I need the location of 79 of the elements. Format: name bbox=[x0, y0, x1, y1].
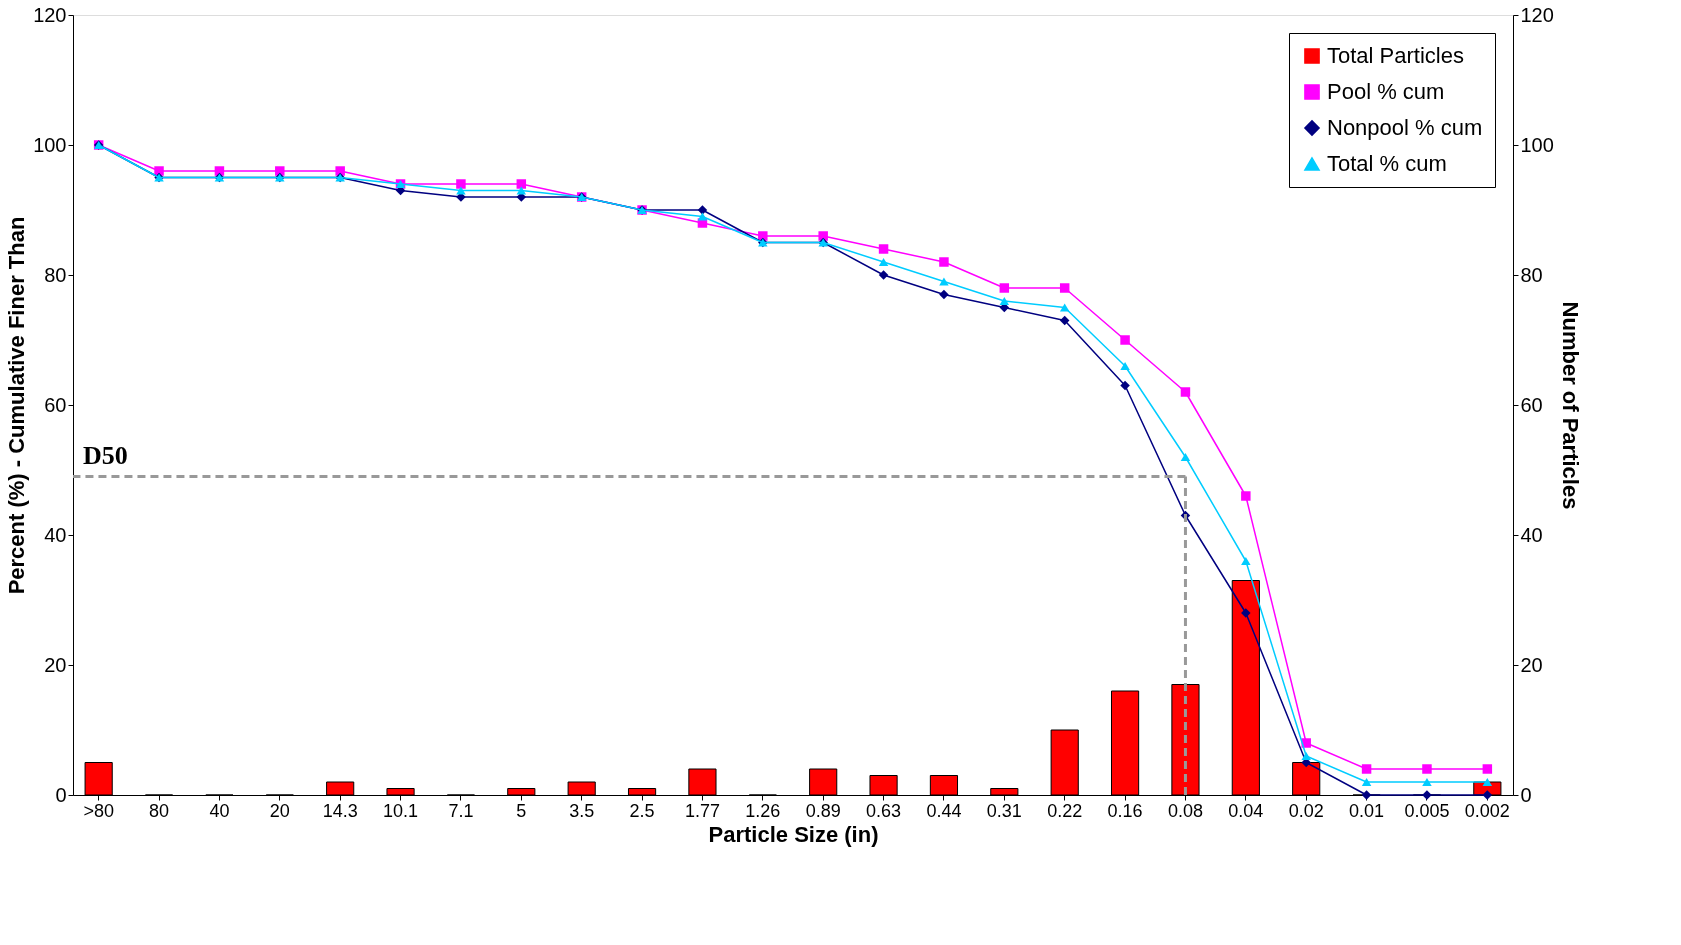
y-tick-label: 40 bbox=[44, 523, 67, 546]
point bbox=[1482, 790, 1493, 800]
x-tick-label: 0.63 bbox=[866, 800, 902, 821]
point bbox=[516, 179, 527, 189]
x-tick-label: 7.1 bbox=[448, 800, 474, 821]
y2-tick-label: 0 bbox=[1520, 783, 1532, 806]
y2-tick-label: 40 bbox=[1520, 523, 1543, 546]
x-tick-label: 1.26 bbox=[745, 800, 781, 821]
point bbox=[1120, 380, 1130, 391]
y2-tick-label: 60 bbox=[1520, 393, 1543, 416]
y-tick-label: 20 bbox=[44, 653, 67, 676]
point bbox=[1482, 777, 1493, 787]
y2-axis-title: Number of Particles bbox=[1557, 301, 1583, 510]
point bbox=[1361, 764, 1372, 774]
x-tick-label: 0.04 bbox=[1228, 800, 1264, 821]
point bbox=[1180, 452, 1191, 462]
x-tick-label: 10.1 bbox=[383, 800, 419, 821]
y-tick-label: 60 bbox=[44, 393, 67, 416]
x-tick-label: 40 bbox=[209, 800, 230, 821]
point bbox=[939, 289, 949, 300]
point bbox=[1059, 283, 1070, 293]
legend-label: Total Particles bbox=[1327, 43, 1464, 68]
x-tick-label: 20 bbox=[269, 800, 290, 821]
x-tick-label: 5 bbox=[516, 800, 527, 821]
point bbox=[1059, 315, 1070, 326]
point bbox=[999, 283, 1010, 293]
y2-tick-label: 20 bbox=[1520, 653, 1543, 676]
point bbox=[1361, 790, 1372, 800]
legend-label: Nonpool % cum bbox=[1327, 115, 1483, 140]
x-tick-label: 0.08 bbox=[1167, 800, 1203, 821]
point bbox=[697, 212, 708, 221]
point bbox=[999, 296, 1010, 306]
point bbox=[878, 244, 889, 254]
ref-line-label: D50 bbox=[83, 440, 128, 470]
x-tick-label: 3.5 bbox=[569, 800, 595, 821]
point bbox=[456, 179, 466, 189]
point bbox=[1241, 556, 1251, 566]
point bbox=[878, 257, 889, 267]
y-tick-label: 120 bbox=[33, 3, 67, 26]
point bbox=[1241, 491, 1251, 501]
x-tick-label: 0.31 bbox=[986, 800, 1022, 821]
y-tick-label: 100 bbox=[33, 133, 67, 156]
point bbox=[1180, 387, 1191, 397]
y2-tick-label: 80 bbox=[1520, 263, 1543, 286]
point bbox=[878, 270, 889, 280]
point bbox=[1422, 777, 1432, 787]
legend-label: Total % cum bbox=[1327, 151, 1447, 176]
point bbox=[939, 277, 949, 286]
y-tick-label: 0 bbox=[55, 783, 67, 806]
x-tick-label: 0.22 bbox=[1047, 800, 1083, 821]
point bbox=[939, 257, 949, 267]
x-tick-label: 0.44 bbox=[926, 800, 962, 821]
point bbox=[1482, 764, 1493, 774]
point bbox=[1120, 361, 1130, 371]
y2-tick-label: 120 bbox=[1520, 3, 1554, 26]
point bbox=[1301, 751, 1311, 761]
x-tick-label: 0.002 bbox=[1464, 800, 1510, 821]
x-tick-label: 0.005 bbox=[1404, 800, 1450, 821]
point bbox=[1059, 303, 1070, 312]
y2-tick-label: 100 bbox=[1520, 133, 1554, 156]
x-tick-label: 0.01 bbox=[1349, 800, 1385, 821]
x-tick-label: 80 bbox=[149, 800, 170, 821]
x-tick-label: 0.02 bbox=[1288, 800, 1324, 821]
point bbox=[1361, 777, 1372, 787]
x-tick-label: 1.77 bbox=[684, 800, 720, 821]
x-tick-label: 14.3 bbox=[322, 800, 358, 821]
point bbox=[456, 186, 466, 195]
x-tick-label: 0.89 bbox=[805, 800, 841, 821]
y-tick-label: 80 bbox=[44, 263, 67, 286]
x-tick-label: 0.16 bbox=[1107, 800, 1143, 821]
x-tick-label: 2.5 bbox=[629, 800, 655, 821]
point bbox=[1120, 335, 1130, 345]
legend-label: Pool % cum bbox=[1327, 79, 1445, 104]
point bbox=[1422, 764, 1432, 774]
x-axis-title: Particle Size (in) bbox=[708, 821, 879, 847]
y-axis-title: Percent (%) - Cumulative Finer Than bbox=[4, 216, 30, 595]
x-tick-label: >80 bbox=[83, 800, 114, 821]
point bbox=[697, 205, 708, 215]
point bbox=[516, 186, 527, 195]
